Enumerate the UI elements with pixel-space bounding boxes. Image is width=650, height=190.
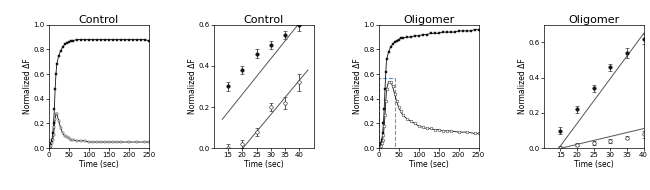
X-axis label: Time (sec): Time (sec) [79,160,118,169]
X-axis label: Time (sec): Time (sec) [244,160,283,169]
Y-axis label: Normalized ΔF: Normalized ΔF [23,59,32,114]
Title: Oligomer: Oligomer [568,15,619,25]
X-axis label: Time (sec): Time (sec) [409,160,448,169]
Title: Control: Control [244,15,284,25]
Title: Oligomer: Oligomer [403,15,454,25]
Y-axis label: Normalized ΔF: Normalized ΔF [518,59,527,114]
Title: Control: Control [79,15,119,25]
Y-axis label: Normalized ΔF: Normalized ΔF [353,59,362,114]
X-axis label: Time (sec): Time (sec) [574,160,614,169]
Bar [378,78,395,148]
Y-axis label: Normalized ΔF: Normalized ΔF [188,59,197,114]
